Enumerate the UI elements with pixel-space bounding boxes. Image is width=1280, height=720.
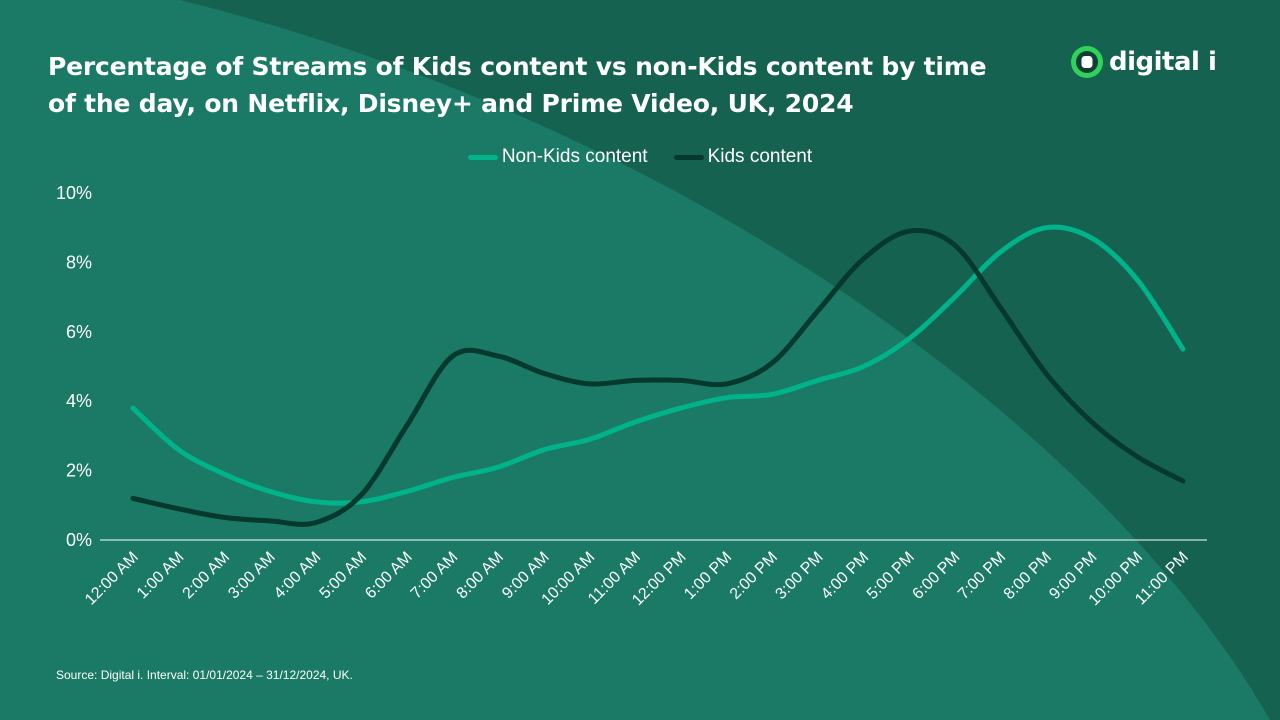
x-tick-label: 5:00 AM (317, 549, 371, 603)
x-tick-label: 8:00 PM (1001, 549, 1055, 603)
y-tick-label: 10% (56, 183, 92, 203)
x-tick-label: 7:00 PM (955, 549, 1009, 603)
logo: digital i (1070, 44, 1217, 80)
series-line-non-kids (130, 224, 1186, 506)
x-tick-label: 1:00 PM (681, 549, 735, 603)
y-tick-label: 4% (66, 391, 92, 411)
y-tick-label: 2% (66, 461, 92, 481)
x-tick-label: 7:00 AM (408, 549, 462, 603)
x-tick-label: 4:00 AM (271, 549, 325, 603)
x-tick-label: 4:00 PM (818, 549, 872, 603)
x-tick-label: 1:00 AM (134, 549, 188, 603)
legend-label-kids: Kids content (707, 146, 813, 167)
x-tick-label: 6:00 AM (362, 549, 416, 603)
x-tick-label: 5:00 PM (864, 549, 918, 603)
legend-item-non-kids: Non-Kids content (467, 146, 648, 168)
legend-swatch-non-kids (467, 154, 498, 160)
chart-title: Percentage of Streams of Kids content vs… (48, 52, 987, 118)
y-tick-label: 8% (66, 252, 92, 272)
x-tick-label: 6:00 PM (909, 549, 963, 603)
source-note: Source: Digital i. Interval: 01/01/2024 … (56, 668, 353, 682)
series-line-kids (130, 228, 1186, 527)
digital-i-logo-icon (1071, 46, 1103, 78)
legend-item-kids: Kids content (673, 146, 813, 168)
x-tick-label: 2:00 PM (727, 549, 781, 603)
x-tick-label: 12:00 AM (82, 549, 142, 609)
x-tick-label: 3:00 PM (772, 549, 826, 603)
x-tick-label: 3:00 AM (225, 549, 279, 603)
logo-text: digital i (1109, 47, 1217, 77)
x-tick-label: 2:00 AM (180, 549, 234, 603)
legend: Non-Kids content Kids content (0, 146, 1280, 168)
y-tick-label: 6% (66, 322, 92, 342)
legend-swatch-kids (673, 154, 704, 160)
x-tick-label: 8:00 AM (454, 549, 508, 603)
y-tick-label: 0% (66, 530, 92, 550)
legend-label-non-kids: Non-Kids content (501, 146, 648, 167)
